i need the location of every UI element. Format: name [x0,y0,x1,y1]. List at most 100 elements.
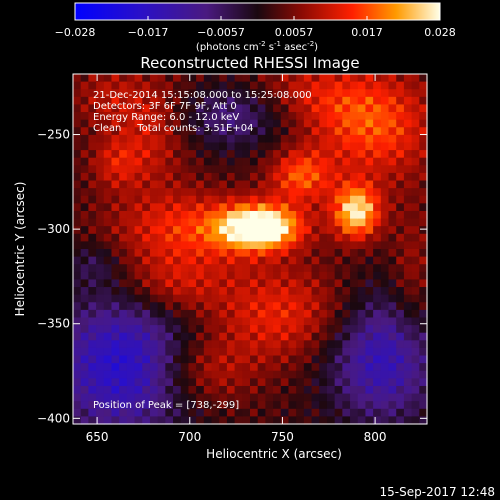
heatmap-cell [149,287,159,296]
heatmap-cell [180,309,190,319]
heatmap-cell [403,104,413,113]
heatmap-cell [173,332,182,341]
heatmap-cell [165,195,174,204]
heatmap-cell [365,401,374,410]
heatmap-cell [296,294,305,303]
heatmap-cell [250,264,259,273]
heatmap-cell [388,134,397,144]
heatmap-cell [311,233,320,242]
heatmap-cell [149,249,159,258]
heatmap-cell [296,363,305,372]
heatmap-cell [380,340,390,349]
heatmap-cell [265,134,274,144]
heatmap-cell [357,363,367,372]
heatmap-cell [257,226,266,235]
axis-ticks: 650 700 750 800−400−350−300−250 [37,74,427,444]
heatmap-cell [273,347,282,357]
heatmap-cell [273,195,282,204]
heatmap-cell [280,165,290,174]
heatmap-cell [388,294,397,303]
heatmap-cell [134,370,143,379]
heatmap-cell [134,340,143,349]
heatmap-cell [273,74,282,83]
heatmap-cell [173,89,182,98]
heatmap-cell [319,249,328,258]
heatmap-cell [257,165,266,174]
heatmap-cell [173,385,182,395]
heatmap-cell [226,127,236,136]
heatmap-cell [288,363,297,372]
heatmap-cell [242,226,251,235]
heatmap-cell [196,112,205,121]
heatmap-cell [142,416,151,425]
heatmap-cell [226,134,236,144]
heatmap-cell [149,241,159,250]
heatmap-cell [203,226,213,235]
heatmap-cell [142,81,151,90]
heatmap-cell [380,393,390,402]
heatmap-cell [211,241,220,250]
heatmap-cell [296,241,305,250]
heatmap-cell [211,363,220,372]
heatmap-cell [303,385,313,395]
heatmap-cell [334,416,343,425]
heatmap-cell [80,271,89,281]
heatmap-cell [296,325,305,334]
heatmap-cell [334,264,343,273]
heatmap-cell [250,150,259,159]
heatmap-cell [419,370,428,379]
heatmap-cell [73,81,82,90]
heatmap-cell [134,294,143,303]
heatmap-cell [149,325,159,334]
heatmap-cell [303,134,313,144]
heatmap-cell [296,81,305,90]
heatmap-cell [265,256,274,265]
heatmap-cell [119,119,128,128]
heatmap-cell [203,81,213,90]
heatmap-cell [188,188,197,197]
heatmap-cell [211,104,220,113]
heatmap-cell [103,165,113,174]
heatmap-cell [103,119,113,128]
heatmap-cell [319,210,328,220]
heatmap-cell [173,127,182,136]
heatmap-cell [380,355,390,364]
heatmap-cell [303,188,313,197]
heatmap-cell [211,340,220,349]
heatmap-cell [403,294,413,303]
heatmap-cell [319,264,328,273]
heatmap-cell [173,157,182,166]
heatmap-cell [403,309,413,319]
x-tick-label: 650 [86,430,109,444]
heatmap-cell [126,172,136,182]
heatmap-cell [96,150,105,159]
heatmap-cell [103,332,113,341]
heatmap-cell [265,264,274,273]
heatmap-cell [165,355,174,364]
heatmap-cell [296,157,305,166]
heatmap-cell [157,347,166,357]
heatmap-cell [165,271,174,281]
heatmap-cell [288,233,297,242]
heatmap-cell [411,416,420,425]
heatmap-cell [257,370,266,379]
heatmap-cell [265,226,274,235]
heatmap-cell [88,325,97,334]
heatmap-cell [188,340,197,349]
heatmap-cell [250,195,259,204]
heatmap-cell [388,127,397,136]
heatmap-cell [303,249,313,258]
heatmap-cell [234,416,243,425]
heatmap-cell [180,150,190,159]
heatmap-cell [211,347,220,357]
heatmap-cell [342,279,351,288]
heatmap-cell [250,378,259,387]
heatmap-cell [211,317,220,326]
heatmap-cell [173,393,182,402]
heatmap-cell [157,195,166,204]
heatmap-cell [288,249,297,258]
heatmap-cell [142,279,151,288]
heatmap-cell [203,127,213,136]
heatmap-cell [157,325,166,334]
heatmap-cell [257,134,266,144]
